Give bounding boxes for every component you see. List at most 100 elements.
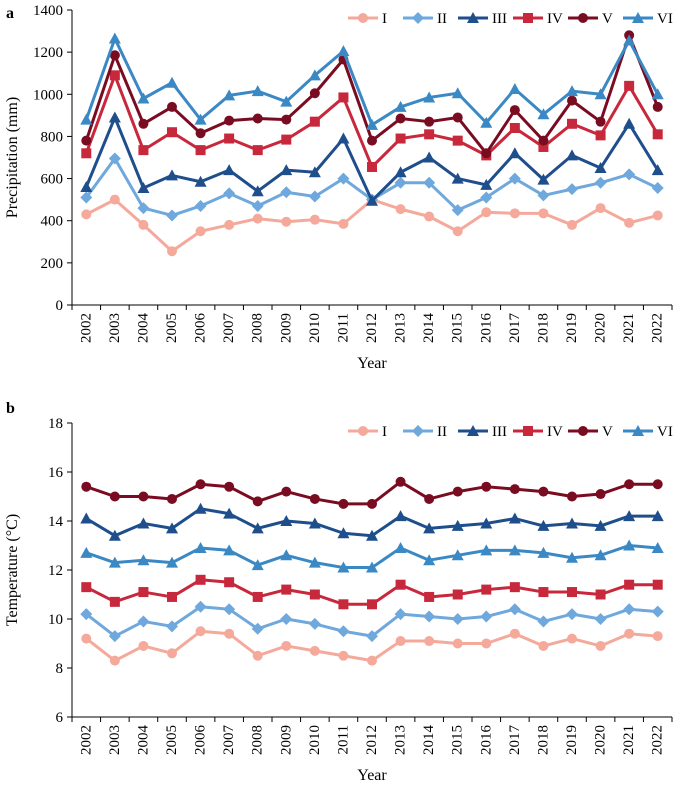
- data-point-II: [337, 625, 350, 638]
- legend-label-V: V: [602, 424, 613, 440]
- data-point-VI: [423, 91, 436, 103]
- data-point-VI: [308, 69, 321, 81]
- data-point-II: [108, 152, 121, 165]
- data-point-IV: [167, 127, 177, 138]
- x-tick-label: 2015: [450, 725, 466, 755]
- data-point-I: [509, 628, 520, 639]
- data-point-V: [652, 479, 663, 490]
- data-point-II: [394, 608, 407, 621]
- legend-entry-IV: IV: [513, 424, 563, 440]
- data-point-I: [338, 218, 349, 229]
- data-point-I: [452, 226, 463, 237]
- legend-label-III: III: [492, 11, 507, 27]
- x-tick-label: 2010: [307, 725, 323, 755]
- legend-entry-VI: VI: [623, 11, 673, 27]
- data-point-I: [281, 216, 292, 227]
- y-axis-title: Temperature (°C): [4, 514, 21, 626]
- legend-entry-III: III: [458, 11, 507, 27]
- data-point-VI: [366, 561, 378, 573]
- data-point-VI: [651, 88, 664, 100]
- x-axis-title: Year: [357, 355, 387, 372]
- data-point-II: [337, 172, 350, 185]
- data-point-IV: [81, 582, 92, 593]
- x-tick-label: 2005: [164, 313, 180, 343]
- x-tick-label: 2019: [564, 725, 580, 755]
- data-point-IV: [109, 70, 120, 81]
- data-point-V: [624, 479, 635, 490]
- x-tick-label: 2011: [335, 313, 351, 342]
- data-point-VI: [80, 546, 93, 558]
- data-point-II: [423, 610, 436, 623]
- data-point-II: [537, 189, 550, 202]
- data-point-IV: [338, 92, 349, 103]
- data-point-IV: [367, 161, 377, 172]
- y-tick-label: 8: [56, 661, 64, 677]
- data-point-V: [481, 481, 492, 492]
- data-point-I: [338, 650, 349, 661]
- data-point-V: [509, 105, 520, 116]
- data-point-III: [451, 519, 464, 531]
- data-point-IV: [652, 129, 663, 140]
- data-point-II: [651, 605, 664, 618]
- data-point-VI: [508, 544, 521, 556]
- data-point-IV: [538, 587, 549, 598]
- y-tick-label: 400: [41, 214, 64, 230]
- data-point-IV: [595, 589, 606, 600]
- data-point-III: [280, 164, 293, 176]
- data-point-I: [567, 219, 577, 230]
- x-tick-label: 2002: [78, 313, 94, 343]
- data-point-II: [280, 186, 293, 199]
- data-point-IV: [452, 589, 463, 600]
- data-point-III: [108, 111, 121, 123]
- data-point-V: [309, 493, 320, 504]
- data-point-V: [195, 128, 206, 139]
- data-point-I: [167, 648, 177, 659]
- data-point-VI: [537, 546, 550, 558]
- data-point-V: [567, 491, 577, 502]
- y-tick-label: 600: [41, 172, 64, 188]
- data-point-IV: [509, 123, 520, 133]
- x-tick-label: 2010: [307, 313, 323, 343]
- legend-label-VI: VI: [657, 424, 673, 440]
- data-point-VI: [623, 34, 636, 46]
- data-point-I: [81, 209, 92, 220]
- data-point-VI: [566, 85, 578, 97]
- data-point-II: [251, 622, 264, 635]
- x-tick-label: 2022: [650, 725, 666, 755]
- legend-marker-IV: [523, 13, 533, 23]
- data-point-II: [394, 176, 407, 189]
- data-point-II: [280, 613, 293, 625]
- data-point-III: [480, 517, 493, 529]
- legend-entry-III: III: [458, 424, 507, 440]
- data-point-II: [537, 615, 550, 628]
- x-tick-label: 2007: [221, 725, 237, 756]
- y-tick-label: 18: [48, 416, 63, 432]
- data-point-I: [481, 638, 492, 649]
- x-tick-label: 2014: [421, 313, 437, 344]
- data-point-IV: [138, 587, 149, 598]
- data-point-I: [252, 213, 263, 224]
- data-point-VI: [108, 556, 121, 568]
- data-point-VI: [394, 100, 407, 112]
- data-point-II: [194, 600, 207, 613]
- y-tick-label: 1200: [33, 45, 63, 61]
- data-point-II: [166, 209, 178, 222]
- legend-marker-V: [578, 13, 588, 23]
- data-point-IV: [224, 133, 235, 144]
- data-point-III: [508, 147, 521, 159]
- data-point-II: [137, 615, 150, 628]
- data-point-VI: [566, 551, 578, 563]
- data-point-III: [337, 132, 350, 144]
- x-tick-label: 2008: [250, 313, 266, 343]
- x-tick-label: 2013: [393, 725, 409, 755]
- data-point-III: [280, 515, 293, 526]
- data-point-V: [167, 493, 177, 504]
- data-point-I: [652, 631, 663, 642]
- data-point-V: [595, 489, 606, 500]
- data-point-IV: [567, 118, 577, 129]
- x-tick-label: 2015: [450, 313, 466, 343]
- data-point-I: [452, 638, 463, 649]
- data-point-I: [309, 214, 320, 225]
- legend: I II III IV V VI: [348, 11, 673, 27]
- data-point-V: [224, 481, 235, 492]
